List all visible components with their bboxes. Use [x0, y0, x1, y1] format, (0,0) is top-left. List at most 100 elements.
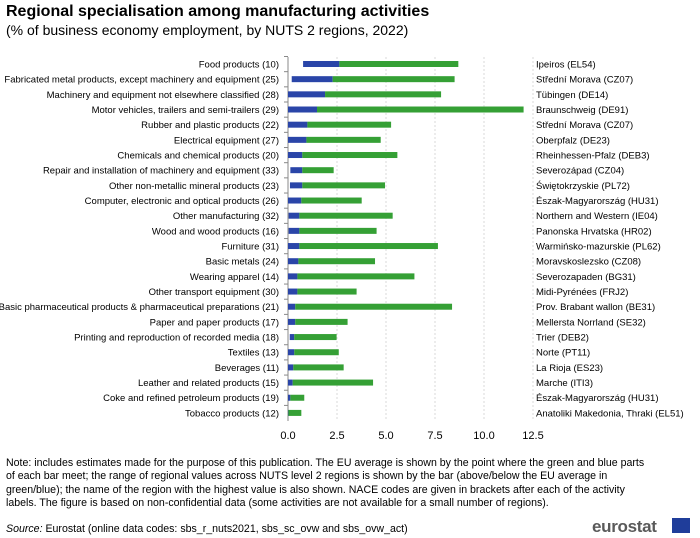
bar-below-average	[289, 182, 303, 189]
category-label: Wood and wood products (16)	[152, 226, 279, 237]
bar-above-average	[292, 379, 374, 386]
bar-below-average	[288, 318, 296, 325]
category-label: Repair and installation of machinery and…	[43, 166, 279, 177]
bar-above-average	[299, 227, 377, 234]
x-tick-label: 7.5	[427, 430, 442, 442]
bar-above-average	[306, 136, 381, 143]
category-label: Rubber and plastic products (22)	[141, 120, 279, 131]
x-tick-label: 5.0	[378, 430, 393, 442]
bar-above-average	[297, 273, 415, 280]
category-label: Electrical equipment (27)	[174, 135, 279, 146]
max-region-label: Northern and Western (IE04)	[536, 211, 658, 222]
max-region-label: Anatoliki Makedonia, Thraki (EL51)	[536, 408, 684, 419]
bar-above-average	[302, 167, 334, 174]
category-label: Tobacco products (12)	[185, 408, 279, 419]
bar-below-average	[289, 334, 295, 341]
max-region-label: Moravskoslezsko (CZ08)	[536, 257, 641, 268]
bar-above-average	[332, 76, 455, 83]
bar-above-average	[307, 121, 392, 128]
bar-above-average	[302, 152, 398, 159]
bar-below-average	[288, 227, 300, 234]
max-region-label: Warmińsko-mazurskie (PL62)	[536, 242, 661, 253]
category-label: Other transport equipment (30)	[149, 287, 279, 298]
max-region-label: Marche (ITI3)	[536, 378, 593, 389]
bar-below-average	[291, 76, 333, 83]
x-tick-label: 0.0	[280, 430, 295, 442]
bar-below-average	[288, 91, 326, 98]
eurostat-logo: eurostat	[592, 517, 657, 536]
bar-below-average	[288, 258, 299, 265]
bar-above-average	[299, 243, 438, 250]
chart-title: Regional specialisation among manufactur…	[6, 3, 430, 20]
category-label: Coke and refined petroleum products (19)	[103, 393, 279, 404]
bar-above-average	[302, 182, 386, 189]
category-label: Basic metals (24)	[206, 257, 279, 268]
category-label: Fabricated metal products, except machin…	[4, 75, 279, 86]
category-label: Leather and related products (15)	[138, 378, 279, 389]
category-label: Computer, electronic and optical product…	[85, 196, 279, 207]
max-region-label: Braunschweig (DE91)	[536, 105, 628, 116]
max-region-label: Midi-Pyrénées (FRJ2)	[536, 287, 628, 298]
bar-below-average	[288, 197, 302, 204]
category-label: Machinery and equipment not elsewhere cl…	[47, 90, 279, 101]
bar-below-average	[288, 379, 293, 386]
bar-above-average	[294, 349, 339, 356]
bar-below-average	[288, 303, 296, 310]
bar-above-average	[293, 364, 344, 371]
bar-below-average	[303, 61, 340, 67]
bar-above-average	[294, 334, 337, 341]
bar-below-average	[288, 394, 291, 401]
max-region-label: Észak-Magyarország (HU31)	[536, 196, 658, 207]
bar-below-average	[288, 288, 298, 295]
max-region-label: Norte (PT11)	[536, 348, 590, 359]
source-text: Eurostat (online data codes: sbs_r_nuts2…	[42, 523, 408, 535]
category-label: Other manufacturing (32)	[173, 211, 279, 222]
bar-above-average	[290, 394, 305, 401]
bar-below-average	[288, 152, 303, 159]
max-region-label: Severozápad (CZ04)	[536, 166, 624, 177]
bar-below-average	[288, 364, 294, 371]
bar-above-average	[339, 61, 459, 67]
category-label: Other non-metallic mineral products (23)	[109, 181, 279, 192]
bar-above-average	[288, 409, 302, 416]
bar-above-average	[298, 258, 376, 265]
max-region-label: Rheinhessen-Pfalz (DEB3)	[536, 151, 650, 162]
bar-above-average	[301, 197, 362, 204]
max-region-label: Mellersta Norrland (SE32)	[536, 317, 646, 328]
bar-below-average	[288, 121, 308, 128]
eu-flag-icon	[672, 518, 690, 533]
max-region-label: La Rioja (ES23)	[536, 363, 603, 374]
max-region-label: Tübingen (DE14)	[536, 90, 608, 101]
category-label: Textiles (13)	[228, 348, 279, 359]
bar-below-average	[288, 212, 300, 219]
bar-below-average	[288, 349, 295, 356]
x-tick-label: 10.0	[473, 430, 494, 442]
max-region-label: Prov. Brabant wallon (BE31)	[536, 302, 655, 313]
category-label: Furniture (31)	[221, 242, 279, 253]
category-label: Wearing apparel (14)	[190, 272, 279, 283]
bar-above-average	[317, 106, 524, 113]
bar-above-average	[295, 303, 453, 310]
category-label: Beverages (11)	[215, 363, 279, 374]
bar-above-average	[325, 91, 442, 98]
category-label: Chemicals and chemical products (20)	[117, 151, 279, 162]
max-region-label: Świętokrzyskie (PL72)	[536, 180, 630, 192]
category-label: Paper and paper products (17)	[150, 317, 279, 328]
bar-below-average	[288, 243, 300, 250]
max-region-label: Střední Morava (CZ07)	[536, 75, 633, 86]
max-region-label: Ipeiros (EL54)	[536, 60, 596, 71]
max-region-label: Észak-Magyarország (HU31)	[536, 393, 658, 404]
category-label: Printing and reproduction of recorded me…	[74, 333, 279, 344]
max-region-label: Trier (DEB2)	[536, 333, 589, 344]
footnote: Note: includes estimates made for the pu…	[6, 457, 645, 509]
source-label: Source:	[6, 523, 43, 535]
category-label: Basic pharmaceutical products & pharmace…	[0, 302, 279, 313]
x-tick-label: 12.5	[522, 430, 543, 442]
max-region-label: Panonska Hrvatska (HR02)	[536, 226, 652, 237]
bar-above-average	[295, 318, 348, 325]
chart-subtitle: (% of business economy employment, by NU…	[6, 22, 409, 38]
bar-above-average	[297, 288, 357, 295]
bar-below-average	[288, 136, 307, 143]
source-line: Source: Eurostat (online data codes: sbs…	[6, 523, 408, 535]
